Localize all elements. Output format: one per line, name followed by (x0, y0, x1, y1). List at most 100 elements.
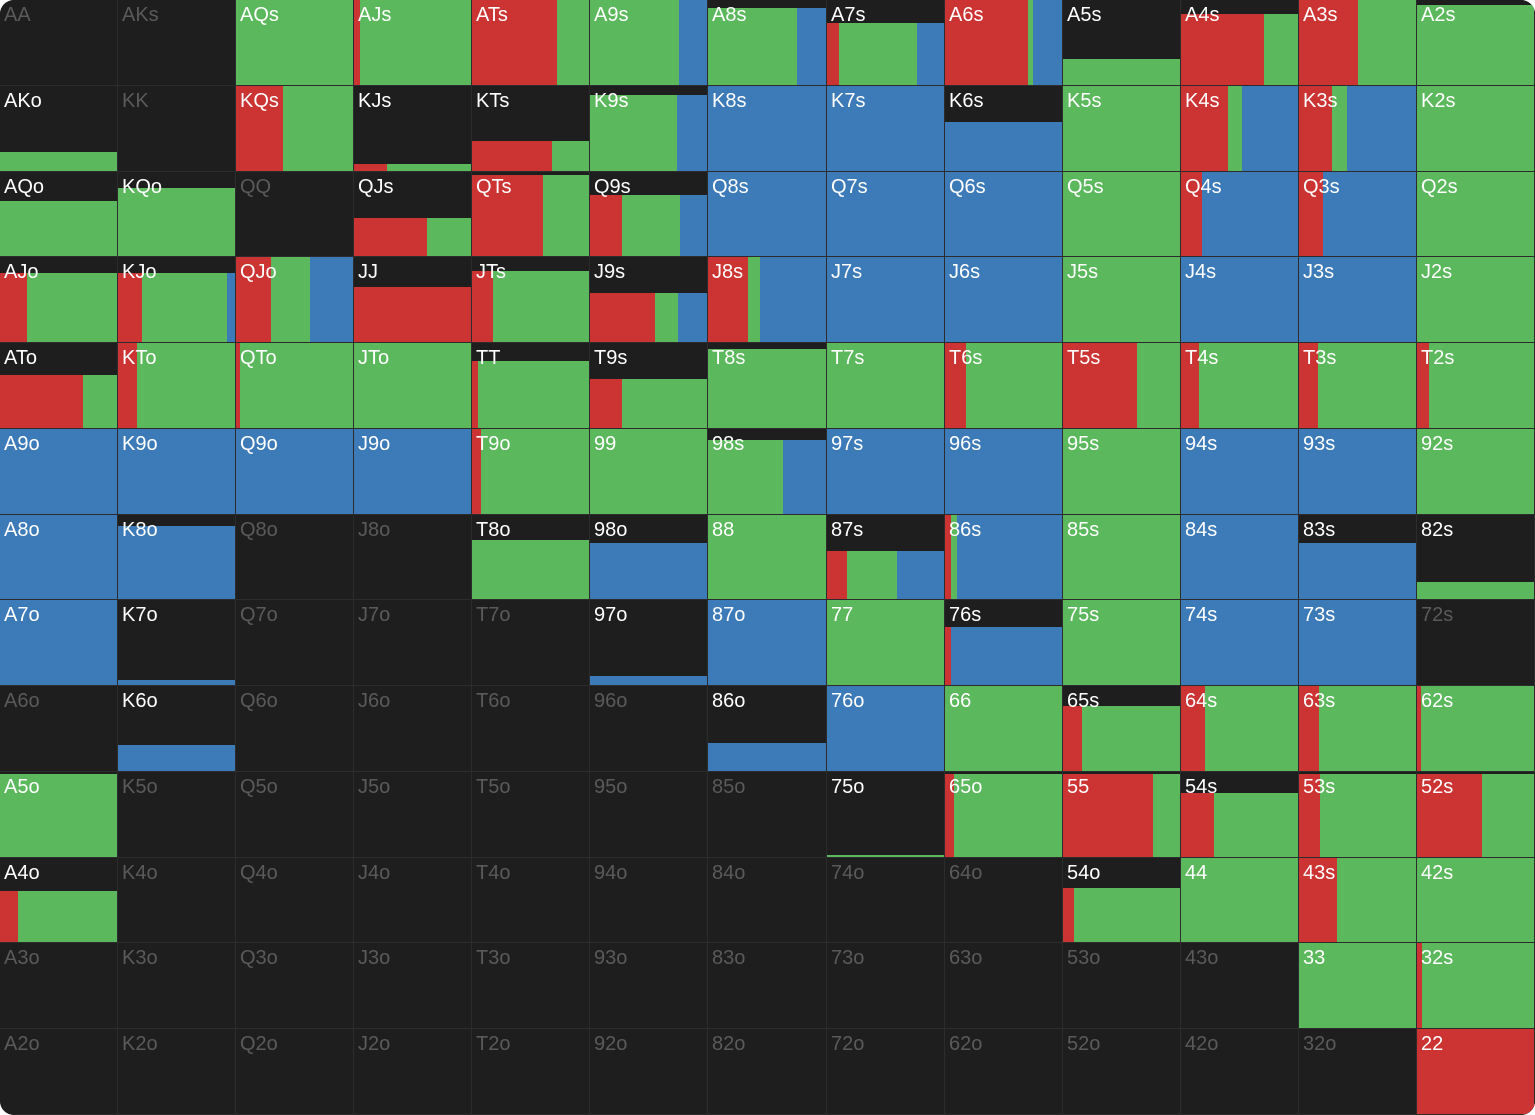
hand-cell-T8s[interactable]: T8s (708, 343, 827, 429)
hand-cell-42o[interactable]: 42o (1181, 1029, 1299, 1115)
hand-cell-A5o[interactable]: A5o (0, 772, 118, 858)
hand-cell-J3s[interactable]: J3s (1299, 257, 1417, 343)
hand-cell-97o[interactable]: 97o (590, 600, 708, 686)
hand-cell-A2o[interactable]: A2o (0, 1029, 118, 1115)
hand-cell-J8s[interactable]: J8s (708, 257, 827, 343)
hand-cell-A3s[interactable]: A3s (1299, 0, 1417, 86)
hand-cell-JTs[interactable]: JTs (472, 257, 590, 343)
hand-cell-QJo[interactable]: QJo (236, 257, 354, 343)
hand-cell-83s[interactable]: 83s (1299, 515, 1417, 600)
hand-cell-Q5s[interactable]: Q5s (1063, 172, 1181, 257)
hand-cell-43s[interactable]: 43s (1299, 858, 1417, 943)
hand-cell-T2o[interactable]: T2o (472, 1029, 590, 1115)
hand-cell-62s[interactable]: 62s (1417, 686, 1535, 772)
hand-cell-AA[interactable]: AA (0, 0, 118, 86)
hand-cell-AQo[interactable]: AQo (0, 172, 118, 257)
hand-cell-AKs[interactable]: AKs (118, 0, 236, 86)
hand-cell-54s[interactable]: 54s (1181, 772, 1299, 858)
hand-cell-J6s[interactable]: J6s (945, 257, 1063, 343)
hand-cell-97s[interactable]: 97s (827, 429, 945, 515)
hand-cell-A8o[interactable]: A8o (0, 515, 118, 600)
hand-cell-T9s[interactable]: T9s (590, 343, 708, 429)
hand-cell-A5s[interactable]: A5s (1063, 0, 1181, 86)
hand-cell-93s[interactable]: 93s (1299, 429, 1417, 515)
hand-cell-92s[interactable]: 92s (1417, 429, 1535, 515)
hand-cell-66[interactable]: 66 (945, 686, 1063, 772)
hand-cell-53s[interactable]: 53s (1299, 772, 1417, 858)
hand-cell-J8o[interactable]: J8o (354, 515, 472, 600)
hand-cell-K3o[interactable]: K3o (118, 943, 236, 1029)
hand-cell-85s[interactable]: 85s (1063, 515, 1181, 600)
hand-cell-QTs[interactable]: QTs (472, 172, 590, 257)
hand-cell-Q5o[interactable]: Q5o (236, 772, 354, 858)
hand-cell-Q4s[interactable]: Q4s (1181, 172, 1299, 257)
hand-cell-Q6s[interactable]: Q6s (945, 172, 1063, 257)
hand-cell-52o[interactable]: 52o (1063, 1029, 1181, 1115)
hand-cell-T7o[interactable]: T7o (472, 600, 590, 686)
hand-cell-K9o[interactable]: K9o (118, 429, 236, 515)
hand-cell-A7o[interactable]: A7o (0, 600, 118, 686)
hand-cell-AJo[interactable]: AJo (0, 257, 118, 343)
hand-cell-Q7o[interactable]: Q7o (236, 600, 354, 686)
hand-cell-J7o[interactable]: J7o (354, 600, 472, 686)
hand-cell-T3s[interactable]: T3s (1299, 343, 1417, 429)
hand-cell-Q3s[interactable]: Q3s (1299, 172, 1417, 257)
hand-cell-32s[interactable]: 32s (1417, 943, 1535, 1029)
hand-cell-99[interactable]: 99 (590, 429, 708, 515)
hand-cell-94s[interactable]: 94s (1181, 429, 1299, 515)
hand-cell-33[interactable]: 33 (1299, 943, 1417, 1029)
hand-cell-55[interactable]: 55 (1063, 772, 1181, 858)
hand-cell-T9o[interactable]: T9o (472, 429, 590, 515)
hand-cell-93o[interactable]: 93o (590, 943, 708, 1029)
hand-cell-KJs[interactable]: KJs (354, 86, 472, 172)
hand-cell-K7s[interactable]: K7s (827, 86, 945, 172)
hand-cell-64o[interactable]: 64o (945, 858, 1063, 943)
hand-cell-83o[interactable]: 83o (708, 943, 827, 1029)
hand-cell-ATs[interactable]: ATs (472, 0, 590, 86)
hand-cell-QTo[interactable]: QTo (236, 343, 354, 429)
hand-cell-J2s[interactable]: J2s (1417, 257, 1535, 343)
hand-cell-42s[interactable]: 42s (1417, 858, 1535, 943)
hand-cell-J5s[interactable]: J5s (1063, 257, 1181, 343)
hand-cell-T6s[interactable]: T6s (945, 343, 1063, 429)
hand-cell-95o[interactable]: 95o (590, 772, 708, 858)
hand-cell-KJo[interactable]: KJo (118, 257, 236, 343)
hand-cell-T4o[interactable]: T4o (472, 858, 590, 943)
hand-cell-Q4o[interactable]: Q4o (236, 858, 354, 943)
hand-cell-Q8o[interactable]: Q8o (236, 515, 354, 600)
hand-cell-63o[interactable]: 63o (945, 943, 1063, 1029)
hand-cell-Q2o[interactable]: Q2o (236, 1029, 354, 1115)
hand-cell-A9s[interactable]: A9s (590, 0, 708, 86)
hand-cell-72o[interactable]: 72o (827, 1029, 945, 1115)
hand-cell-J6o[interactable]: J6o (354, 686, 472, 772)
hand-cell-TT[interactable]: TT (472, 343, 590, 429)
hand-cell-74s[interactable]: 74s (1181, 600, 1299, 686)
hand-cell-87s[interactable]: 87s (827, 515, 945, 600)
hand-cell-53o[interactable]: 53o (1063, 943, 1181, 1029)
hand-cell-T7s[interactable]: T7s (827, 343, 945, 429)
hand-cell-44[interactable]: 44 (1181, 858, 1299, 943)
hand-cell-QQ[interactable]: QQ (236, 172, 354, 257)
hand-cell-Q8s[interactable]: Q8s (708, 172, 827, 257)
hand-cell-JJ[interactable]: JJ (354, 257, 472, 343)
hand-cell-64s[interactable]: 64s (1181, 686, 1299, 772)
hand-cell-22[interactable]: 22 (1417, 1029, 1535, 1115)
hand-cell-74o[interactable]: 74o (827, 858, 945, 943)
hand-cell-87o[interactable]: 87o (708, 600, 827, 686)
hand-cell-82s[interactable]: 82s (1417, 515, 1535, 600)
hand-cell-T5s[interactable]: T5s (1063, 343, 1181, 429)
hand-cell-J9o[interactable]: J9o (354, 429, 472, 515)
hand-cell-K7o[interactable]: K7o (118, 600, 236, 686)
hand-cell-96s[interactable]: 96s (945, 429, 1063, 515)
hand-cell-K5s[interactable]: K5s (1063, 86, 1181, 172)
hand-cell-T2s[interactable]: T2s (1417, 343, 1535, 429)
hand-cell-Q6o[interactable]: Q6o (236, 686, 354, 772)
hand-cell-72s[interactable]: 72s (1417, 600, 1535, 686)
hand-cell-K4o[interactable]: K4o (118, 858, 236, 943)
hand-cell-J4s[interactable]: J4s (1181, 257, 1299, 343)
hand-cell-Q9s[interactable]: Q9s (590, 172, 708, 257)
hand-cell-95s[interactable]: 95s (1063, 429, 1181, 515)
hand-cell-63s[interactable]: 63s (1299, 686, 1417, 772)
hand-cell-65s[interactable]: 65s (1063, 686, 1181, 772)
hand-cell-KTs[interactable]: KTs (472, 86, 590, 172)
